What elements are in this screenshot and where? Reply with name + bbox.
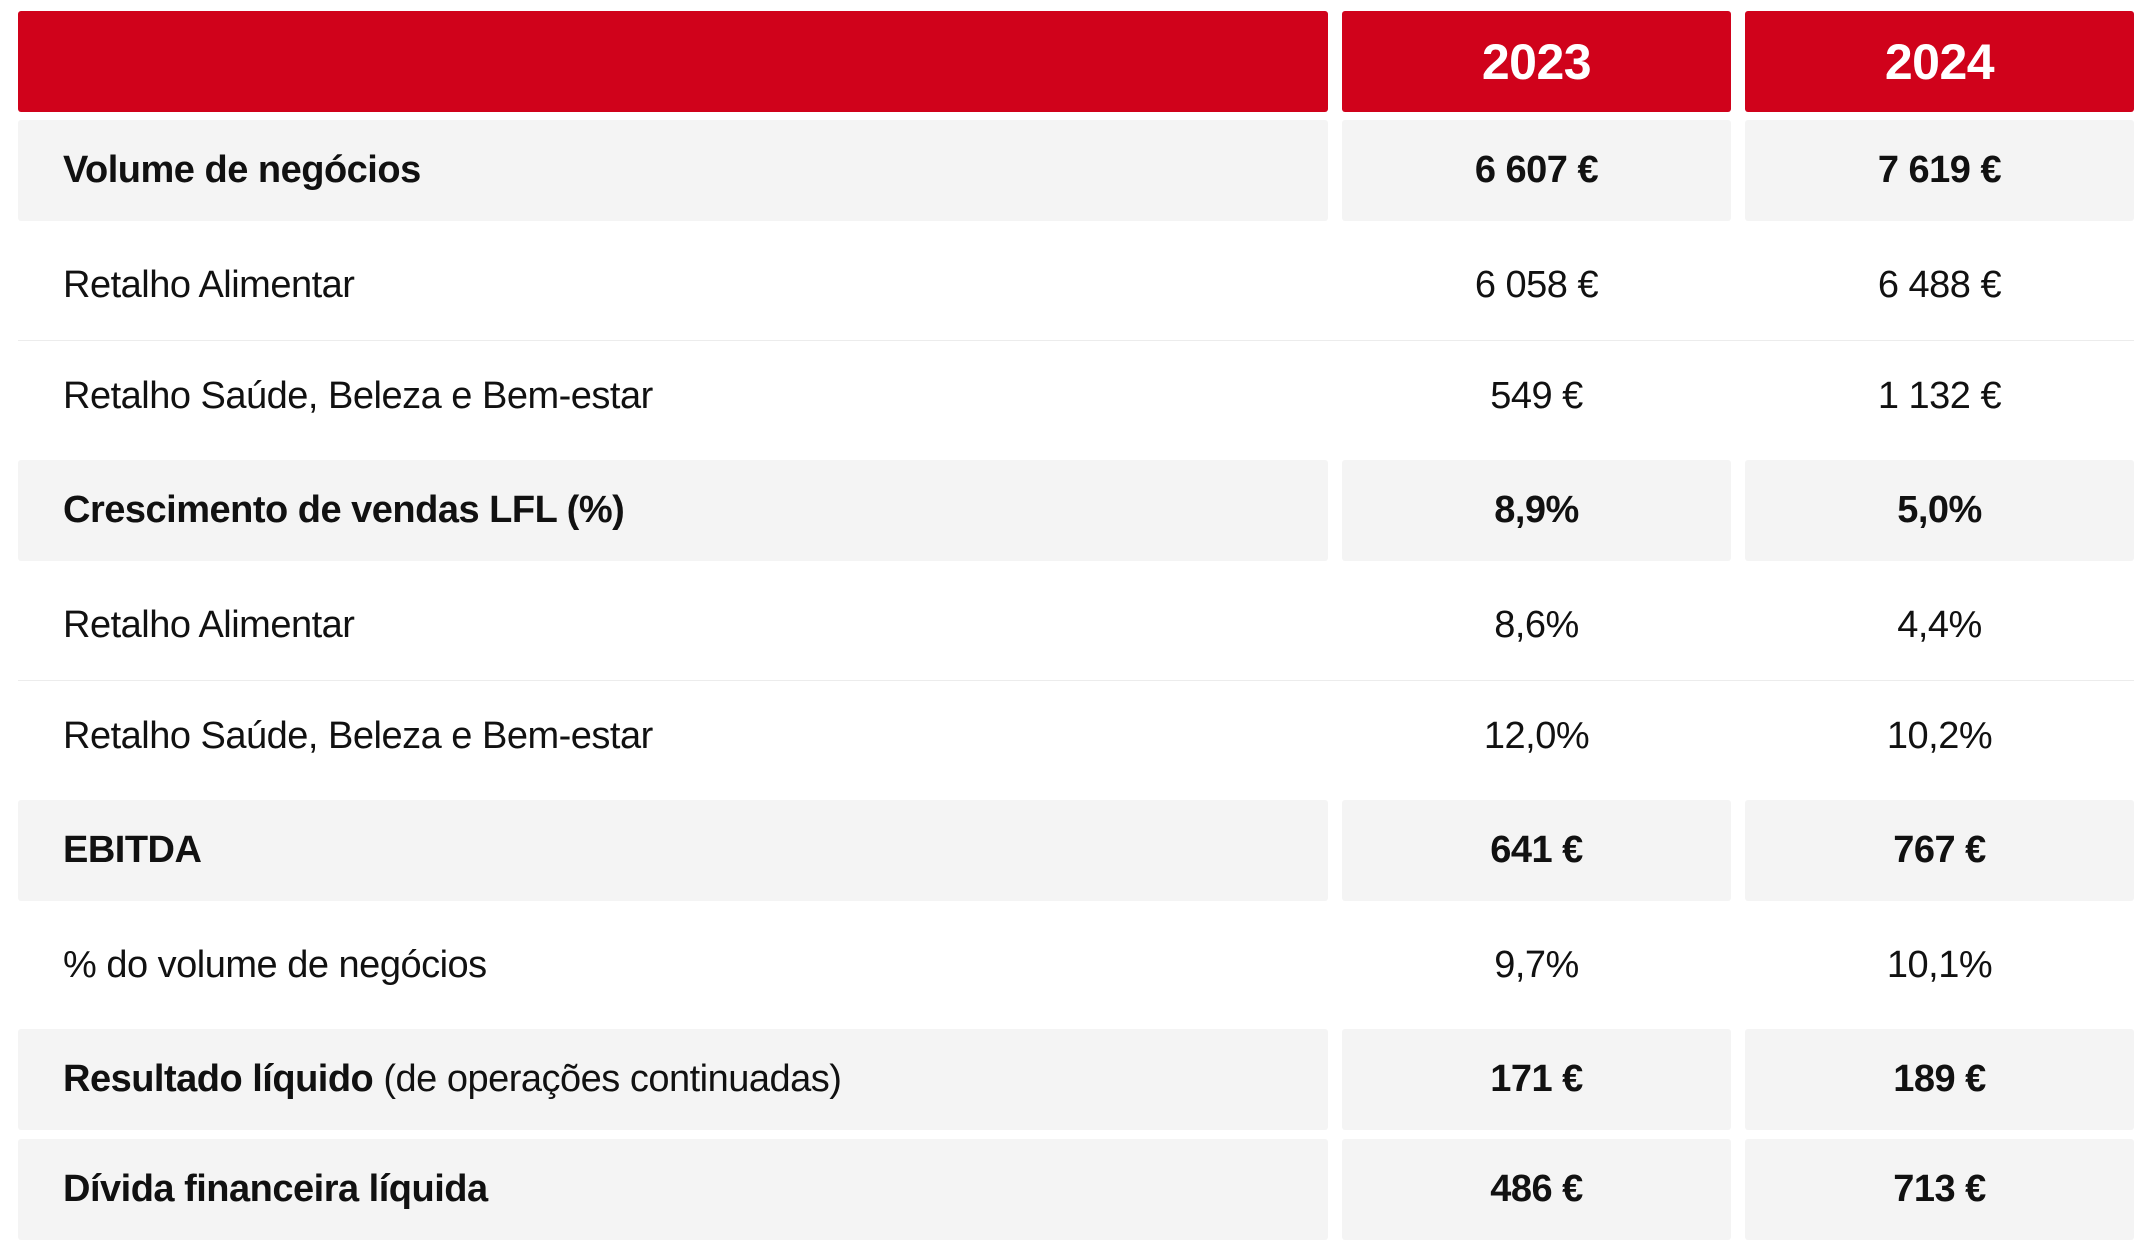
- row-value-2024: 7 619 €: [1745, 120, 2134, 221]
- row-value-2024: 189 €: [1745, 1029, 2134, 1130]
- row-label-ebitda: EBITDA: [18, 800, 1328, 901]
- row-value-2023: 641 €: [1342, 800, 1731, 901]
- row-value-2024: 4,4%: [1745, 570, 2134, 680]
- table-row: EBITDA 641 € 767 €: [18, 800, 2134, 901]
- row-label-resultado-liquido: Resultado líquido (de operações continua…: [18, 1029, 1328, 1130]
- table-header-row: 2023 2024: [18, 11, 2134, 112]
- row-label-suffix: (de operações continuadas): [383, 1058, 842, 1100]
- table-row: Crescimento de vendas LFL (%) 8,9% 5,0%: [18, 460, 2134, 561]
- row-label-main: Resultado líquido: [63, 1058, 374, 1100]
- row-value-2023: 12,0%: [1342, 681, 1731, 791]
- table-row: Dívida financeira líquida 486 € 713 €: [18, 1139, 2134, 1240]
- row-label-retalho-saude: Retalho Saúde, Beleza e Bem-estar: [18, 341, 1328, 451]
- row-label-retalho-saude: Retalho Saúde, Beleza e Bem-estar: [18, 681, 1328, 791]
- row-value-2023: 6 607 €: [1342, 120, 1731, 221]
- row-value-2023: 8,6%: [1342, 570, 1731, 680]
- row-value-2023: 9,7%: [1342, 910, 1731, 1020]
- row-label-percent-volume: % do volume de negócios: [18, 910, 1328, 1020]
- table-row: Retalho Alimentar 6 058 € 6 488 €: [18, 230, 2134, 341]
- table-row: Retalho Saúde, Beleza e Bem-estar 12,0% …: [18, 681, 2134, 791]
- row-value-2024: 6 488 €: [1745, 230, 2134, 340]
- row-value-2023: 8,9%: [1342, 460, 1731, 561]
- table-row: Resultado líquido (de operações continua…: [18, 1029, 2134, 1130]
- header-year-2023: 2023: [1342, 11, 1731, 112]
- header-year-2024: 2024: [1745, 11, 2134, 112]
- row-value-2024: 713 €: [1745, 1139, 2134, 1240]
- financial-table: 2023 2024 Volume de negócios 6 607 € 7 6…: [18, 11, 2134, 1249]
- row-value-2024: 10,1%: [1745, 910, 2134, 1020]
- row-value-2024: 5,0%: [1745, 460, 2134, 561]
- header-label-cell: [18, 11, 1328, 112]
- row-label-volume-de-negocios: Volume de negócios: [18, 120, 1328, 221]
- table-row: Retalho Saúde, Beleza e Bem-estar 549 € …: [18, 341, 2134, 451]
- row-label-divida-financeira: Dívida financeira líquida: [18, 1139, 1328, 1240]
- row-label-retalho-alimentar: Retalho Alimentar: [18, 570, 1328, 680]
- row-value-2023: 486 €: [1342, 1139, 1731, 1240]
- table-row: Volume de negócios 6 607 € 7 619 €: [18, 120, 2134, 221]
- table-row: Retalho Alimentar 8,6% 4,4%: [18, 570, 2134, 681]
- row-label-retalho-alimentar: Retalho Alimentar: [18, 230, 1328, 340]
- row-label-crescimento-vendas: Crescimento de vendas LFL (%): [18, 460, 1328, 561]
- row-value-2023: 171 €: [1342, 1029, 1731, 1130]
- row-value-2024: 1 132 €: [1745, 341, 2134, 451]
- row-value-2024: 767 €: [1745, 800, 2134, 901]
- row-value-2023: 6 058 €: [1342, 230, 1731, 340]
- row-value-2023: 549 €: [1342, 341, 1731, 451]
- table-row: % do volume de negócios 9,7% 10,1%: [18, 910, 2134, 1020]
- row-value-2024: 10,2%: [1745, 681, 2134, 791]
